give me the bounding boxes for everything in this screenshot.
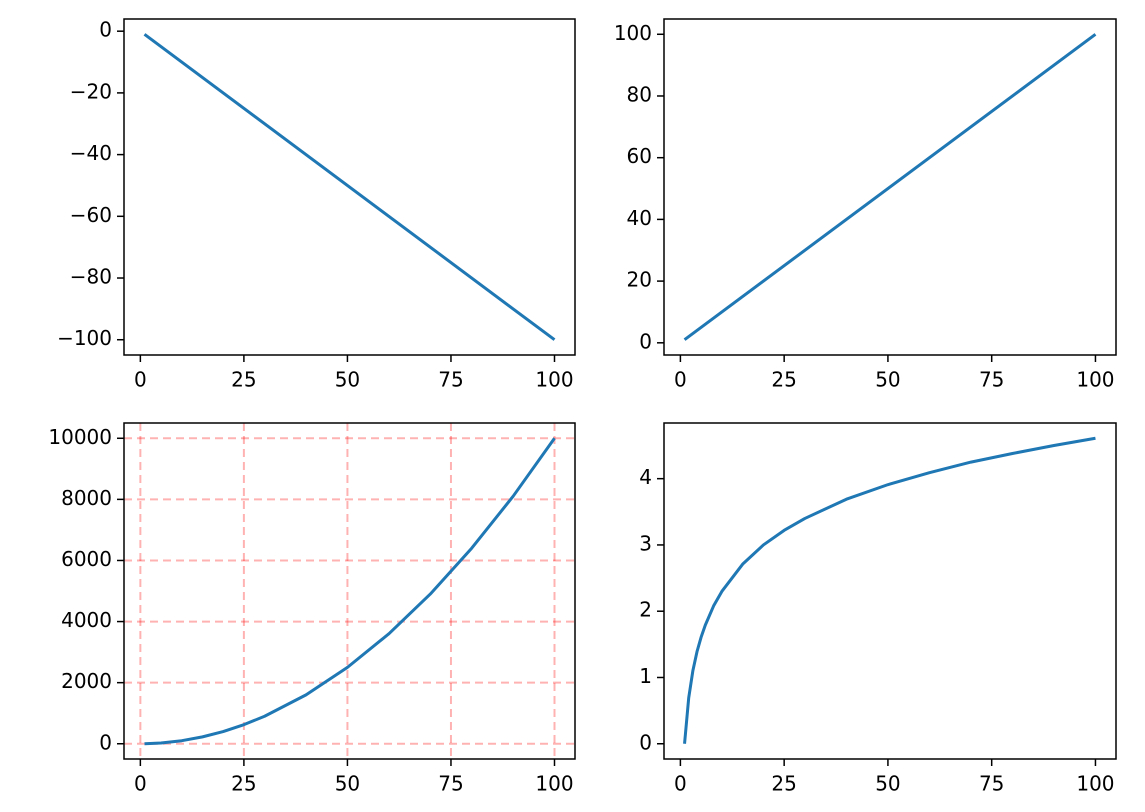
x-tick-label: 0 — [674, 368, 687, 392]
y-tick-label: −60 — [70, 203, 112, 227]
line — [143, 33, 556, 341]
y-tick-label: 2 — [639, 598, 652, 622]
x-tick-label: 25 — [231, 368, 256, 392]
y-tick-label: 100 — [614, 21, 652, 45]
axes-frame — [663, 18, 1117, 356]
y-tick-label: 40 — [627, 206, 652, 230]
x-tick-label: 75 — [438, 772, 463, 796]
line — [144, 437, 556, 746]
x-tick-label: 75 — [438, 368, 463, 392]
y-tick-label: 0 — [639, 329, 652, 353]
x-tick-label: 50 — [335, 368, 360, 392]
y-tick-label: −100 — [57, 326, 112, 350]
x-tick-label: 0 — [674, 772, 687, 796]
x-tick-label: 50 — [335, 772, 360, 796]
x-tick-label: 75 — [979, 368, 1004, 392]
x-tick-label: 50 — [875, 368, 900, 392]
axes-frame — [123, 18, 576, 356]
axes-frame — [663, 422, 1117, 760]
y-tick-label: 10000 — [48, 425, 112, 449]
x-tick-label: 50 — [875, 772, 900, 796]
y-tick-label: 4 — [639, 465, 652, 489]
y-tick-label: 0 — [639, 730, 652, 754]
y-tick-label: −80 — [70, 265, 112, 289]
y-tick-label: 8000 — [61, 486, 112, 510]
x-tick-label: 25 — [771, 368, 796, 392]
y-tick-label: 80 — [627, 82, 652, 106]
y-tick-label: 20 — [627, 268, 652, 292]
y-tick-label: 60 — [627, 144, 652, 168]
x-tick-label: 75 — [979, 772, 1004, 796]
x-tick-label: 100 — [535, 368, 573, 392]
x-tick-label: 100 — [1076, 368, 1114, 392]
x-tick-label: 0 — [134, 772, 147, 796]
y-tick-label: 3 — [639, 531, 652, 555]
x-tick-label: 25 — [771, 772, 796, 796]
line — [683, 436, 1096, 744]
y-tick-label: −20 — [70, 79, 112, 103]
x-tick-label: 100 — [535, 772, 573, 796]
line — [683, 33, 1097, 341]
y-tick-label: −40 — [70, 141, 112, 165]
y-tick-label: 2000 — [61, 669, 112, 693]
y-tick-label: 0 — [99, 18, 112, 42]
y-tick-label: 0 — [99, 730, 112, 754]
x-tick-label: 25 — [231, 772, 256, 796]
y-tick-label: 6000 — [61, 547, 112, 571]
axes-frame — [123, 422, 576, 760]
x-tick-label: 0 — [134, 368, 147, 392]
x-tick-label: 100 — [1076, 772, 1114, 796]
y-tick-label: 4000 — [61, 608, 112, 632]
y-tick-label: 1 — [639, 664, 652, 688]
